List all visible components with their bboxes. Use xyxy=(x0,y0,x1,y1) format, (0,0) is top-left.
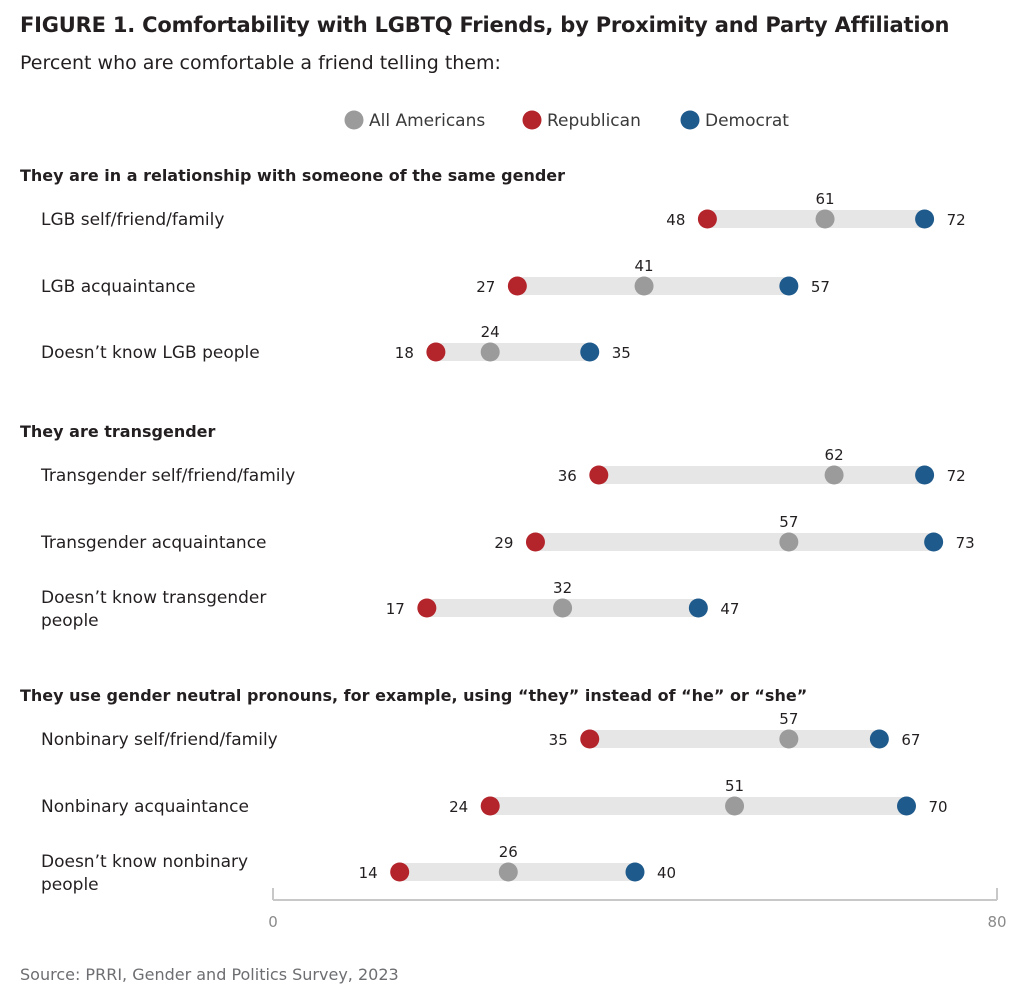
legend-label: Democrat xyxy=(705,111,789,131)
democrat-dot xyxy=(580,342,600,362)
row-label: Doesn’t know transgender xyxy=(41,588,266,608)
range-bar xyxy=(535,533,934,551)
democrat-value: 70 xyxy=(929,798,948,816)
section-title: They are in a relationship with someone … xyxy=(20,166,565,185)
democrat-value: 57 xyxy=(811,278,830,296)
democrat-dot xyxy=(897,796,916,816)
all-americans-dot xyxy=(498,862,518,882)
all-americans-value: 57 xyxy=(779,513,798,531)
democrat-value: 67 xyxy=(901,731,920,749)
all-americans-value: 26 xyxy=(499,843,518,861)
row-label: Transgender self/friend/family xyxy=(40,466,295,486)
republican-value: 27 xyxy=(476,278,495,296)
range-bar xyxy=(598,466,925,484)
row-label: Doesn’t know LGB people xyxy=(41,343,260,363)
democrat-value: 72 xyxy=(947,467,966,485)
row-label: Nonbinary acquaintance xyxy=(41,797,249,817)
republican-dot xyxy=(426,342,446,362)
legend-label: Republican xyxy=(547,111,641,131)
all-americans-dot xyxy=(480,342,500,362)
democrat-dot xyxy=(915,465,935,485)
republican-value: 24 xyxy=(449,798,468,816)
legend-marker xyxy=(680,110,700,130)
democrat-value: 35 xyxy=(612,344,631,362)
source-note: Source: PRRI, Gender and Politics Survey… xyxy=(20,965,399,984)
republican-dot xyxy=(417,598,437,618)
x-tick-label: 0 xyxy=(268,913,278,931)
all-americans-dot xyxy=(779,729,799,749)
republican-dot xyxy=(589,465,609,485)
row-label: Transgender acquaintance xyxy=(40,533,267,553)
chart-subtitle: Percent who are comfortable a friend tel… xyxy=(20,52,501,74)
all-americans-dot xyxy=(824,465,844,485)
democrat-dot xyxy=(625,862,645,882)
democrat-dot xyxy=(688,598,708,618)
all-americans-value: 41 xyxy=(635,257,654,275)
democrat-value: 40 xyxy=(657,864,676,882)
republican-value: 29 xyxy=(494,534,513,552)
range-bar xyxy=(490,797,907,815)
all-americans-dot xyxy=(634,276,654,296)
legend-label: All Americans xyxy=(369,111,485,131)
all-americans-value: 61 xyxy=(816,190,835,208)
section-title: They use gender neutral pronouns, for ex… xyxy=(20,686,807,705)
republican-value: 18 xyxy=(395,344,414,362)
republican-dot xyxy=(697,209,717,229)
republican-value: 35 xyxy=(549,731,568,749)
all-americans-dot xyxy=(779,532,799,552)
row-label: LGB self/friend/family xyxy=(41,210,224,230)
all-americans-value: 57 xyxy=(779,710,798,728)
democrat-value: 47 xyxy=(720,600,739,618)
row-label: people xyxy=(41,611,99,631)
legend-marker xyxy=(522,110,542,130)
all-americans-value: 62 xyxy=(825,446,844,464)
all-americans-dot xyxy=(725,796,745,816)
row-label: LGB acquaintance xyxy=(41,277,196,297)
republican-value: 48 xyxy=(666,211,685,229)
democrat-dot xyxy=(869,729,889,749)
all-americans-value: 24 xyxy=(481,323,500,341)
republican-dot xyxy=(525,532,545,552)
legend-marker xyxy=(344,110,364,130)
row-label: people xyxy=(41,875,99,895)
x-tick-label: 80 xyxy=(987,913,1006,931)
democrat-dot xyxy=(915,209,935,229)
democrat-dot xyxy=(924,532,944,552)
all-americans-value: 32 xyxy=(553,579,572,597)
range-bar xyxy=(435,343,590,361)
democrat-value: 73 xyxy=(956,534,975,552)
republican-dot xyxy=(390,862,410,882)
democrat-value: 72 xyxy=(947,211,966,229)
democrat-dot xyxy=(779,276,799,296)
section-title: They are transgender xyxy=(20,422,216,441)
all-americans-dot xyxy=(815,209,835,229)
chart-title: FIGURE 1. Comfortability with LGBTQ Frie… xyxy=(20,13,950,37)
republican-value: 14 xyxy=(359,864,378,882)
all-americans-value: 51 xyxy=(725,777,744,795)
row-label: Nonbinary self/friend/family xyxy=(41,730,278,750)
republican-value: 17 xyxy=(386,600,405,618)
republican-dot xyxy=(507,276,527,296)
republican-value: 36 xyxy=(558,467,577,485)
republican-dot xyxy=(580,729,600,749)
row-label: Doesn’t know nonbinary xyxy=(41,852,248,872)
all-americans-dot xyxy=(553,598,573,618)
republican-dot xyxy=(480,796,500,816)
range-bar xyxy=(589,730,880,748)
